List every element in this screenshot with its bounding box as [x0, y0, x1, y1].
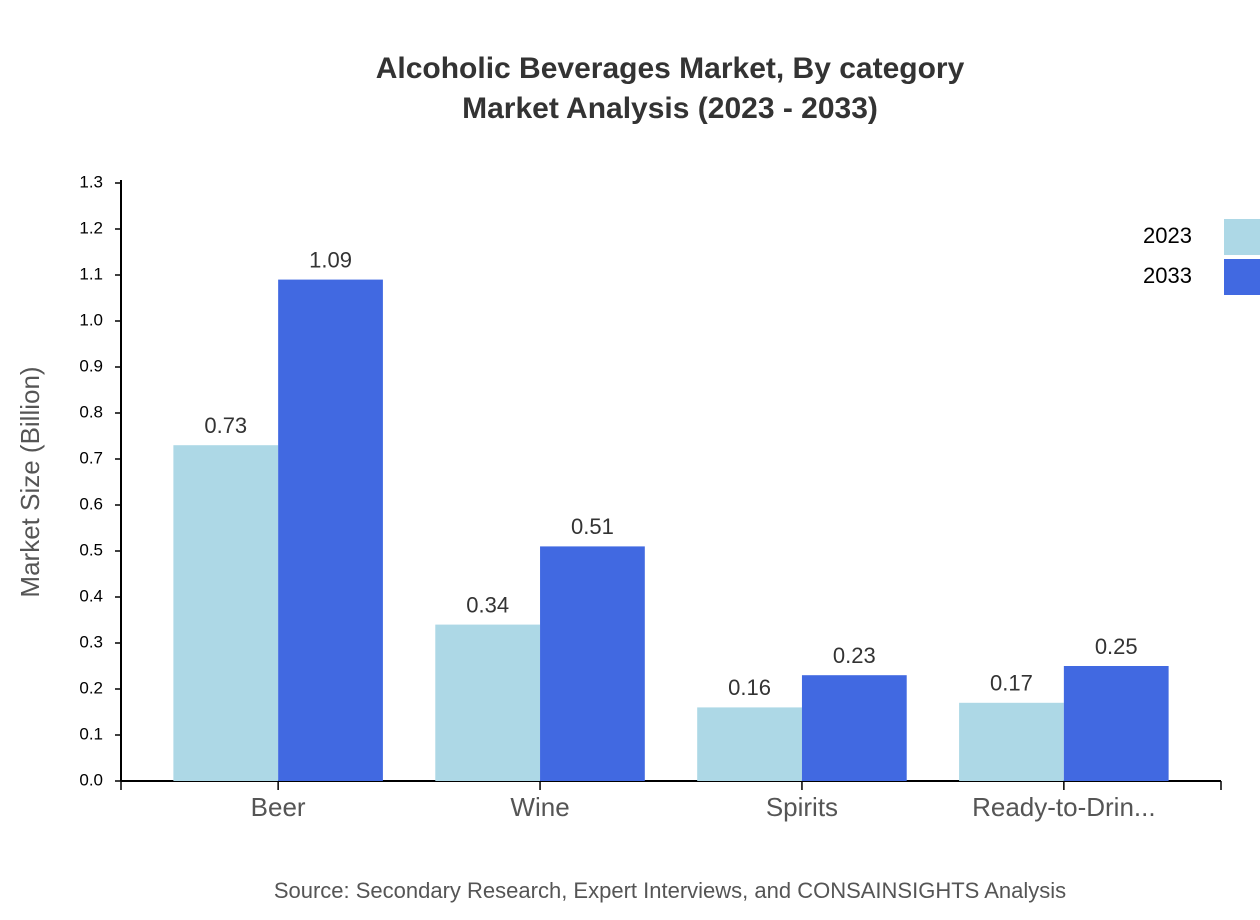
- value-label: 0.34: [466, 592, 509, 617]
- bar: [278, 279, 383, 781]
- value-label: 1.09: [309, 247, 352, 272]
- value-label: 0.25: [1095, 634, 1138, 659]
- y-tick-label: 0.2: [79, 678, 103, 697]
- y-tick-label: 0.7: [79, 448, 103, 467]
- y-tick-label: 1.3: [79, 172, 103, 191]
- source-note: Source: Secondary Research, Expert Inter…: [274, 878, 1066, 903]
- bar: [435, 624, 541, 781]
- x-tick-label: Beer: [251, 792, 306, 822]
- bar: [1063, 666, 1169, 781]
- bar: [173, 445, 279, 781]
- value-label: 0.23: [833, 643, 876, 668]
- value-label: 0.51: [571, 514, 614, 539]
- y-tick-label: 0.5: [79, 540, 103, 559]
- y-tick-label: 0.0: [79, 770, 103, 789]
- legend-swatch: [1224, 219, 1260, 255]
- x-tick-label: Ready-to-Drin...: [972, 792, 1156, 822]
- y-tick-label: 0.8: [79, 402, 103, 421]
- x-tick-label: Spirits: [766, 792, 838, 822]
- value-label: 0.16: [728, 675, 771, 700]
- legend-label: 2033: [1143, 263, 1192, 288]
- bar: [801, 675, 907, 781]
- bar: [540, 546, 645, 781]
- y-tick-label: 0.9: [79, 356, 103, 375]
- bar: [959, 702, 1064, 781]
- bar: [697, 707, 802, 781]
- y-axis-title: Market Size (Billion): [15, 366, 45, 597]
- chart-subtitle: Market Analysis (2023 - 2033): [462, 92, 878, 125]
- value-label: 0.17: [990, 671, 1033, 696]
- y-tick-label: 0.1: [79, 724, 103, 743]
- legend-swatch: [1224, 259, 1260, 295]
- y-tick-label: 1.0: [79, 310, 103, 329]
- chart-title: Alcoholic Beverages Market, By category: [376, 52, 965, 85]
- y-tick-label: 1.1: [79, 264, 103, 283]
- value-label: 0.73: [204, 413, 247, 438]
- y-tick-label: 1.2: [79, 218, 103, 237]
- y-tick-label: 0.6: [79, 494, 103, 513]
- x-tick-label: Wine: [510, 792, 569, 822]
- y-tick-label: 0.4: [79, 586, 103, 605]
- legend-label: 2023: [1143, 223, 1192, 248]
- y-tick-label: 0.3: [79, 632, 103, 651]
